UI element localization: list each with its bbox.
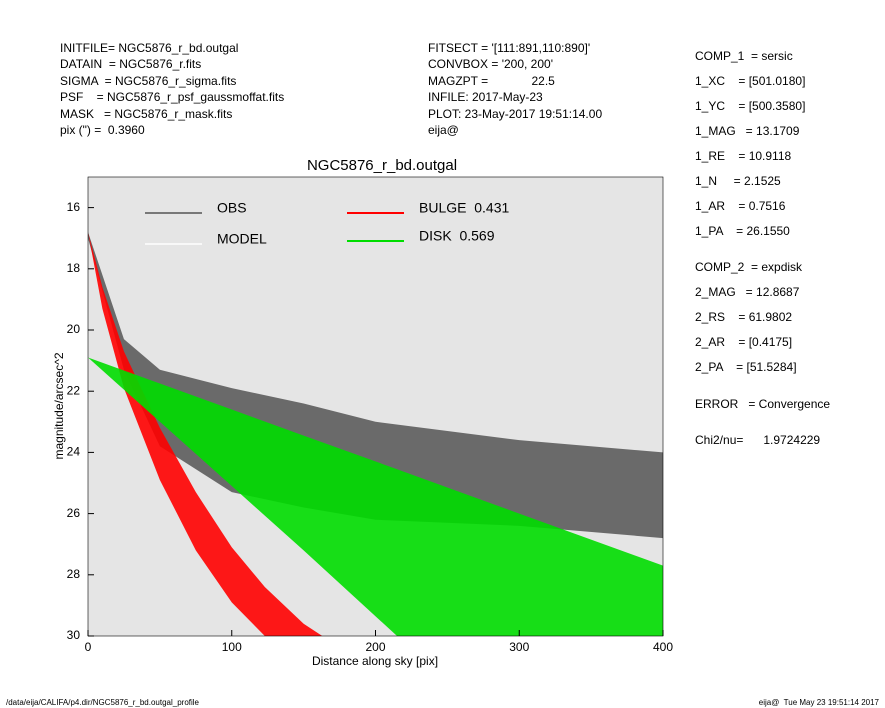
y-tick-label: 26 — [67, 506, 81, 520]
header-line: FITSECT = '[111:891,110:890]' — [428, 41, 590, 55]
header-line: MASK = NGC5876_r_mask.fits — [60, 107, 232, 121]
y-tick-label: 28 — [67, 567, 81, 581]
param-line: COMP_1 = sersic — [695, 49, 793, 63]
header-line: DATAIN = NGC5876_r.fits — [60, 57, 201, 71]
header-line: MAGZPT = 22.5 — [428, 74, 555, 88]
legend-label: BULGE 0.431 — [419, 200, 509, 216]
legend-label: DISK 0.569 — [419, 228, 495, 244]
header-line: SIGMA = NGC5876_r_sigma.fits — [60, 74, 236, 88]
x-tick-label: 200 — [365, 640, 385, 654]
param-line: 1_N = 2.1525 — [695, 174, 781, 188]
error-line: ERROR = Convergence — [695, 397, 830, 411]
param-line: 1_YC = [500.3580] — [695, 99, 805, 113]
y-tick-label: 16 — [67, 200, 81, 214]
param-line: COMP_2 = expdisk — [695, 260, 803, 274]
y-tick-label: 22 — [67, 383, 81, 397]
param-line: 2_AR = [0.4175] — [695, 335, 792, 349]
header-line: INFILE: 2017-May-23 — [428, 90, 543, 104]
header-line: eija@ — [428, 123, 459, 137]
param-line: 1_RE = 10.9118 — [695, 149, 792, 163]
y-axis-label: magnitude/arcsec^2 — [52, 352, 66, 459]
band — [88, 232, 323, 636]
y-tick-label: 30 — [67, 628, 81, 642]
header-line: PLOT: 23-May-2017 19:51:14.00 — [428, 107, 602, 121]
footer-date: eija@ Tue May 23 19:51:14 2017 — [759, 698, 880, 707]
param-line: 1_MAG = 13.1709 — [695, 124, 800, 138]
y-tick-label: 18 — [67, 261, 81, 275]
param-line: 2_PA = [51.5284] — [695, 360, 797, 374]
param-line: 2_RS = 61.9802 — [695, 310, 792, 324]
chart-title: NGC5876_r_bd.outgal — [307, 157, 457, 174]
param-line: 2_MAG = 12.8687 — [695, 285, 800, 299]
x-tick-label: 300 — [509, 640, 529, 654]
header-line: CONVBOX = '200, 200' — [428, 57, 553, 71]
y-tick-label: 20 — [67, 322, 81, 336]
param-line: 1_XC = [501.0180] — [695, 74, 805, 88]
param-line: 1_PA = 26.1550 — [695, 224, 790, 238]
chi2-line: Chi2/nu= 1.9724229 — [695, 433, 820, 447]
x-tick-label: 400 — [653, 640, 673, 654]
band — [88, 357, 663, 636]
y-tick-label: 24 — [67, 445, 81, 459]
header-line: pix (") = 0.3960 — [60, 123, 145, 137]
header-line: PSF = NGC5876_r_psf_gaussmoffat.fits — [60, 90, 284, 104]
legend-label: MODEL — [217, 231, 267, 247]
x-tick-label: 0 — [85, 640, 92, 654]
legend-label: OBS — [217, 200, 247, 216]
x-tick-label: 100 — [222, 640, 242, 654]
header-line: INITFILE= NGC5876_r_bd.outgal — [60, 41, 238, 55]
x-axis-label: Distance along sky [pix] — [312, 654, 438, 668]
footer-path: /data/eija/CALIFA/p4.dir/NGC5876_r_bd.ou… — [6, 698, 200, 707]
param-line: 1_AR = 0.7516 — [695, 199, 786, 213]
